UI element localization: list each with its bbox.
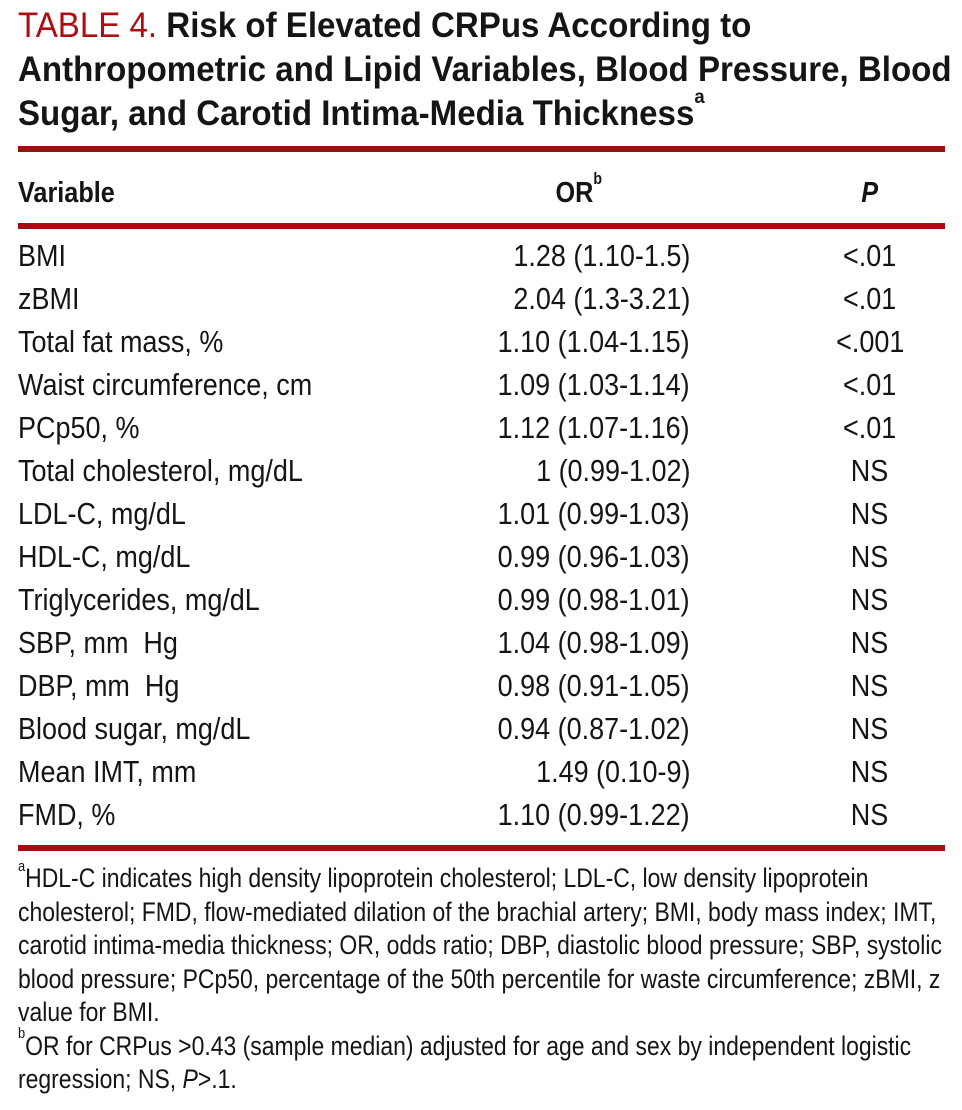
table-header-row: Variable ORb P	[18, 152, 945, 223]
row-p-value: <.01	[843, 280, 897, 316]
row-p-value: NS	[851, 495, 889, 531]
row-or-value: 0.99 (0.96-1.03)	[498, 538, 690, 574]
footnotes-text-wrap: aHDL-C indicates high density lipoprotei…	[18, 859, 945, 1097]
footnote-a: aHDL-C indicates high density lipoprotei…	[18, 859, 945, 1030]
row-or-value: 0.94 (0.87-1.02)	[498, 710, 690, 746]
footnote-marker: a	[18, 857, 26, 875]
table-row: Blood sugar, mg/dL 0.94 (0.87-1.02) NS	[18, 707, 945, 750]
table-row: Total fat mass, % 1.10 (1.04-1.15) <.001	[18, 320, 945, 363]
table-row: Total cholesterol, mg/dL 1 (0.99-1.02) N…	[18, 449, 945, 492]
row-p-value: NS	[851, 667, 889, 703]
row-variable: LDL-C, mg/dL	[18, 495, 186, 531]
column-header-or: ORb	[555, 169, 603, 209]
table-row: SBP, mm Hg 1.04 (0.98-1.09) NS	[18, 621, 945, 664]
row-p-value: <.01	[843, 366, 897, 402]
row-or-value: 0.99 (0.98-1.01)	[498, 581, 690, 617]
row-variable: Blood sugar, mg/dL	[18, 710, 251, 746]
table-row: FMD, % 1.10 (0.99-1.22) NS	[18, 793, 945, 836]
row-variable: PCp50, %	[18, 409, 140, 445]
table-row: PCp50, % 1.12 (1.07-1.16) <.01	[18, 406, 945, 449]
row-p-value: <.01	[843, 237, 897, 273]
footnote-marker: b	[18, 1025, 26, 1043]
title-superscript: a	[694, 85, 705, 108]
column-header-p: P	[861, 177, 879, 209]
row-or-value: 1.01 (0.99-1.03)	[498, 495, 690, 531]
row-p-value: <.001	[835, 323, 905, 359]
row-p-value: <.01	[843, 409, 897, 445]
row-variable: Mean IMT, mm	[18, 753, 197, 789]
row-or-value: 1.10 (0.99-1.22)	[498, 796, 690, 832]
row-p-value: NS	[851, 452, 889, 488]
table-title-text: Risk of Elevated CRPus According to Anth…	[18, 6, 952, 133]
row-variable: Waist circumference, cm	[18, 366, 313, 402]
row-or-value: 1.28 (1.10-1.5)	[513, 237, 690, 273]
table-row: LDL-C, mg/dL 1.01 (0.99-1.03) NS	[18, 492, 945, 535]
row-variable: Triglycerides, mg/dL	[18, 581, 260, 617]
row-variable: HDL-C, mg/dL	[18, 538, 191, 574]
row-variable: Total cholesterol, mg/dL	[18, 452, 303, 488]
table-row: HDL-C, mg/dL 0.99 (0.96-1.03) NS	[18, 535, 945, 578]
table-body: BMI 1.28 (1.10-1.5) <.01 zBMI 2.04 (1.3-…	[18, 229, 945, 845]
bottom-rule	[18, 845, 945, 851]
row-or-value: 1.09 (1.03-1.14)	[498, 366, 690, 402]
row-p-value: NS	[851, 796, 889, 832]
row-or-value: 1 (0.99-1.02)	[535, 452, 690, 488]
or-header-superscript: b	[593, 169, 603, 188]
row-variable: SBP, mm Hg	[18, 624, 178, 660]
table-row: BMI 1.28 (1.10-1.5) <.01	[18, 234, 945, 277]
footnote-b-text: OR for CRPus >0.43 (sample median) adjus…	[18, 1030, 912, 1095]
column-header-variable: Variable	[18, 177, 115, 209]
table-row: zBMI 2.04 (1.3-3.21) <.01	[18, 277, 945, 320]
table-row: Triglycerides, mg/dL 0.99 (0.98-1.01) NS	[18, 578, 945, 621]
row-p-value: NS	[851, 710, 889, 746]
row-p-value: NS	[851, 581, 889, 617]
table-number-label: TABLE 4.	[18, 6, 158, 45]
row-or-value: 1.49 (0.10-9)	[535, 753, 690, 789]
table-row: Waist circumference, cm 1.09 (1.03-1.14)…	[18, 363, 945, 406]
row-variable: FMD, %	[18, 796, 116, 832]
row-or-value: 0.98 (0.91-1.05)	[498, 667, 690, 703]
row-variable: zBMI	[18, 280, 80, 316]
row-or-value: 1.12 (1.07-1.16)	[498, 409, 690, 445]
footnote-a-text: HDL-C indicates high density lipoprotein…	[18, 863, 942, 1027]
row-or-value: 2.04 (1.3-3.21)	[513, 280, 690, 316]
table-title: TABLE 4. Risk of Elevated CRPus Accordin…	[18, 4, 952, 136]
table-row: Mean IMT, mm 1.49 (0.10-9) NS	[18, 750, 945, 793]
top-rule	[18, 146, 945, 152]
header-rule	[18, 223, 945, 229]
table-row: DBP, mm Hg 0.98 (0.91-1.05) NS	[18, 664, 945, 707]
row-or-value: 1.10 (1.04-1.15)	[498, 323, 690, 359]
row-variable: DBP, mm Hg	[18, 667, 180, 703]
row-or-value: 1.04 (0.98-1.09)	[498, 624, 690, 660]
row-variable: BMI	[18, 237, 66, 273]
row-p-value: NS	[851, 538, 889, 574]
row-p-value: NS	[851, 753, 889, 789]
table-title-text-wrap: TABLE 4. Risk of Elevated CRPus Accordin…	[18, 4, 962, 136]
footnotes: aHDL-C indicates high density lipoprotei…	[18, 859, 945, 1097]
row-variable: Total fat mass, %	[18, 323, 224, 359]
footnote-b: bOR for CRPus >0.43 (sample median) adju…	[18, 1026, 945, 1097]
footnote-b-text-end: >.1.	[197, 1064, 237, 1094]
row-p-value: NS	[851, 624, 889, 660]
footnote-b-p-symbol: P	[182, 1064, 198, 1094]
